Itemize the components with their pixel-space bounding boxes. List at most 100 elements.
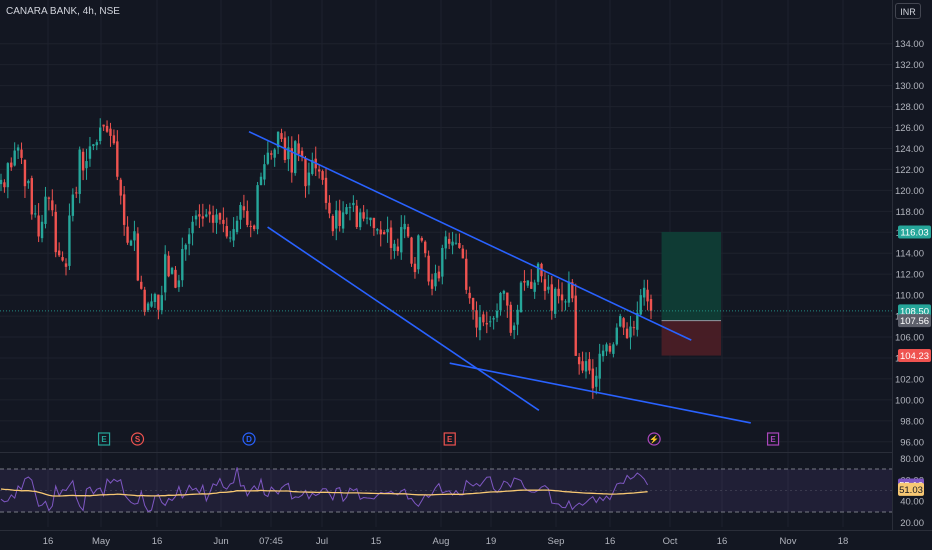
candle-body [276, 131, 280, 148]
time-tick-label: 07:45 [259, 536, 283, 547]
candle-body [287, 147, 290, 160]
candle-body [352, 202, 355, 206]
candle-body [71, 194, 75, 216]
candle-body [95, 142, 98, 146]
candle-body [13, 150, 16, 166]
candle-body [20, 149, 23, 158]
price-tick-label: 132.00 [895, 60, 924, 71]
candle-body [222, 219, 225, 224]
candle-body [588, 359, 591, 371]
candle-body [355, 205, 358, 228]
candle-body [345, 207, 348, 214]
event-markers[interactable]: E S D E ⚡ E [97, 432, 780, 446]
event-marker-D[interactable] [242, 432, 256, 446]
candle-body [646, 289, 649, 302]
candle-body [51, 200, 54, 211]
candle-body [523, 280, 526, 283]
candle-body [311, 159, 314, 174]
candle-body [341, 212, 345, 229]
candle-body [369, 217, 372, 221]
candle-body [191, 221, 194, 234]
candle-body [430, 279, 434, 289]
candle-body [150, 301, 153, 307]
candle-body [437, 271, 441, 279]
price-tick-label: 128.00 [895, 102, 924, 113]
time-tick-label: Jun [213, 536, 228, 547]
trendline-2[interactable] [267, 226, 540, 412]
event-marker-label: S [135, 435, 141, 444]
candle-body [177, 280, 181, 288]
last-price-label-bg [898, 304, 931, 318]
candle-body [136, 233, 140, 281]
candle-body [519, 282, 523, 313]
earnings-marker[interactable] [97, 432, 111, 446]
candle-body [554, 288, 557, 314]
candle-body [348, 207, 352, 209]
target-price-label: 116.03 [900, 227, 928, 238]
trendline-3[interactable] [449, 362, 751, 424]
candle-body [571, 282, 574, 299]
time-tick-label: May [92, 536, 110, 547]
trendlines[interactable] [0, 130, 892, 424]
candle-body [184, 244, 187, 250]
candle-body [23, 159, 27, 187]
earnings-marker[interactable] [766, 432, 780, 446]
candle-body [85, 161, 88, 169]
candle-body [34, 213, 37, 215]
price-tick-label: 106.00 [895, 333, 924, 344]
event-marker-S[interactable] [130, 432, 145, 446]
candle-body [577, 357, 581, 365]
candle-body [304, 157, 307, 187]
candle-body [297, 143, 300, 154]
candle-body [167, 255, 170, 277]
trendline-1[interactable] [248, 130, 692, 341]
candle-body [198, 214, 201, 217]
candle-body [129, 240, 133, 246]
candle-body [174, 269, 177, 288]
candle-body [639, 295, 642, 315]
earnings-marker[interactable] [443, 432, 456, 446]
candle-body [290, 148, 293, 173]
candle-body [119, 179, 122, 196]
candle-body [10, 162, 13, 168]
price-tick-label: 130.00 [895, 81, 924, 92]
candle-body [307, 172, 311, 186]
candle-body [622, 318, 625, 328]
candle-body [441, 247, 444, 277]
candle-body [547, 286, 550, 290]
candle-body [560, 294, 564, 301]
time-tick-label: 19 [486, 536, 497, 547]
currency-button[interactable]: INR [895, 3, 921, 19]
candle-body [116, 141, 119, 177]
candle-body [413, 263, 417, 273]
candle-body [300, 150, 304, 157]
candle-body [625, 328, 629, 339]
rsi-ma-line [0, 488, 648, 497]
candle-body [615, 327, 618, 345]
chart-title: CANARA BANK, 4h, NSE [6, 6, 120, 17]
price-tick-label: 134.00 [895, 39, 924, 50]
target-zone[interactable] [661, 231, 722, 321]
candle-body [37, 215, 40, 237]
candle-body [574, 295, 577, 356]
candle-body [359, 212, 362, 228]
position-zones[interactable] [661, 231, 722, 356]
candle-body [509, 304, 512, 333]
rsi-value-label: 51.03 [899, 485, 923, 496]
candle-body [424, 241, 427, 254]
stop-zone[interactable] [661, 320, 722, 356]
candle-body [263, 164, 266, 180]
event-marker-⚡[interactable] [647, 432, 661, 446]
candle-body [619, 316, 622, 327]
candle-body [205, 214, 208, 217]
exchange: NSE [99, 6, 120, 17]
event-marker-label: E [101, 435, 107, 444]
candle-body [478, 317, 482, 331]
candle-body [3, 182, 6, 188]
price-tick-label: 96.00 [900, 437, 924, 448]
rsi-tick-label: 20.00 [900, 518, 924, 529]
candle-body [468, 292, 471, 299]
time-tick-label: Jul [316, 536, 328, 547]
